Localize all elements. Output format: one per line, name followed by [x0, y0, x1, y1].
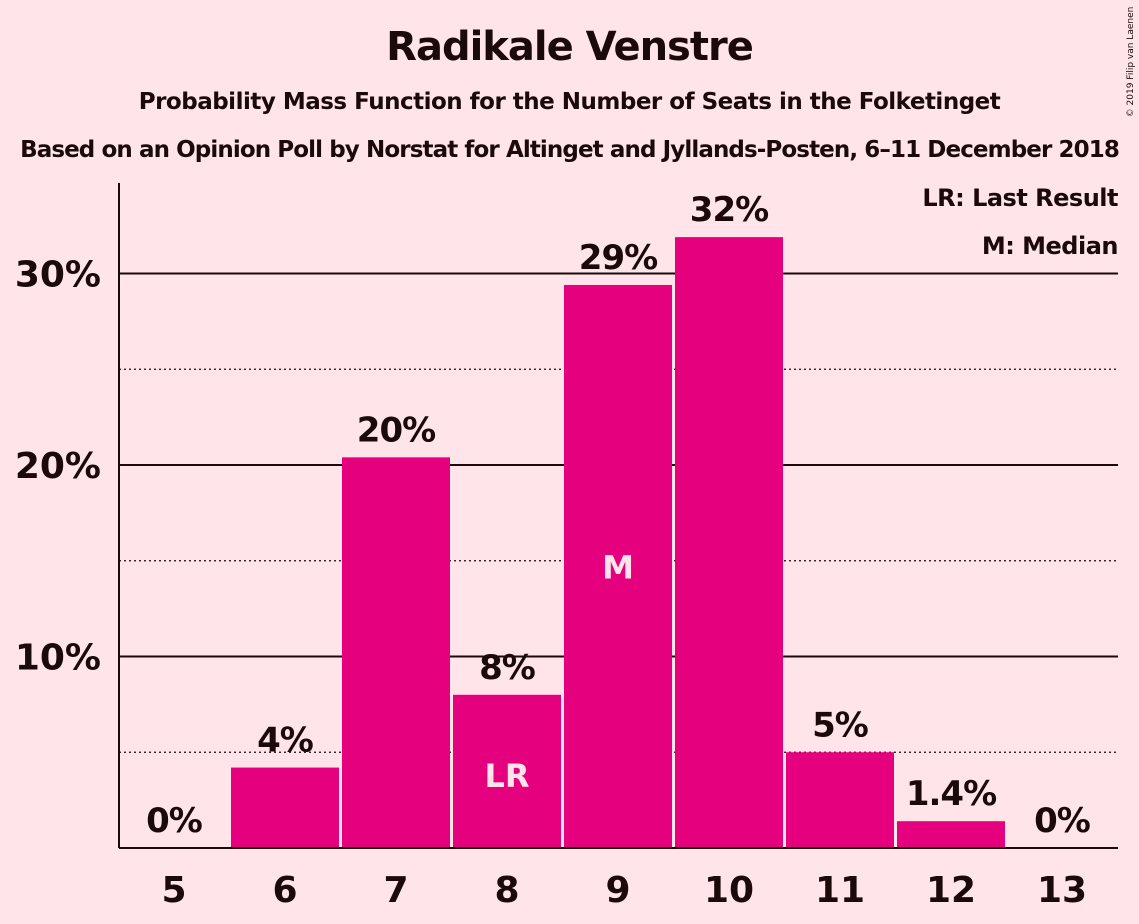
x-tick-label: 5 — [161, 870, 186, 911]
bar-value-label: 29% — [579, 238, 657, 278]
bar-marker-lr: LR — [484, 757, 529, 795]
chart-source-subtitle: Based on an Opinion Poll by Norstat for … — [20, 137, 1120, 163]
x-tick-label: 12 — [926, 870, 976, 911]
bar — [231, 767, 339, 848]
legend-last-result: LR: Last Result — [922, 184, 1118, 212]
bar-value-label: 32% — [690, 190, 768, 230]
x-tick-label: 11 — [815, 870, 865, 911]
bar-value-label: 4% — [257, 721, 313, 761]
bar-value-label: 20% — [357, 410, 435, 450]
chart-title: Radikale Venstre — [386, 24, 754, 70]
x-tick-label: 8 — [494, 870, 519, 911]
bar — [897, 821, 1005, 848]
bar-value-label: 5% — [812, 705, 868, 745]
x-tick-label: 13 — [1037, 870, 1087, 911]
x-tick-label: 6 — [272, 870, 297, 911]
x-tick-label: 10 — [704, 870, 754, 911]
bar — [342, 457, 450, 848]
y-tick-label: 10% — [15, 638, 101, 679]
legend-median: M: Median — [981, 232, 1119, 260]
y-tick-label: 20% — [15, 446, 101, 487]
bar — [786, 752, 894, 848]
bar — [453, 694, 561, 848]
bar — [564, 284, 672, 848]
bar-value-label: 8% — [479, 648, 535, 688]
bar-marker-m: M — [602, 548, 634, 586]
y-tick-label: 30% — [15, 255, 101, 296]
x-tick-label: 7 — [383, 870, 408, 911]
bar-value-label: 0% — [1034, 801, 1090, 841]
bar-value-label: 0% — [146, 801, 202, 841]
bar — [675, 237, 783, 849]
chart-subtitle: Probability Mass Function for the Number… — [138, 89, 1001, 115]
x-tick-label: 9 — [605, 870, 630, 911]
bar-value-label: 1.4% — [906, 774, 996, 814]
